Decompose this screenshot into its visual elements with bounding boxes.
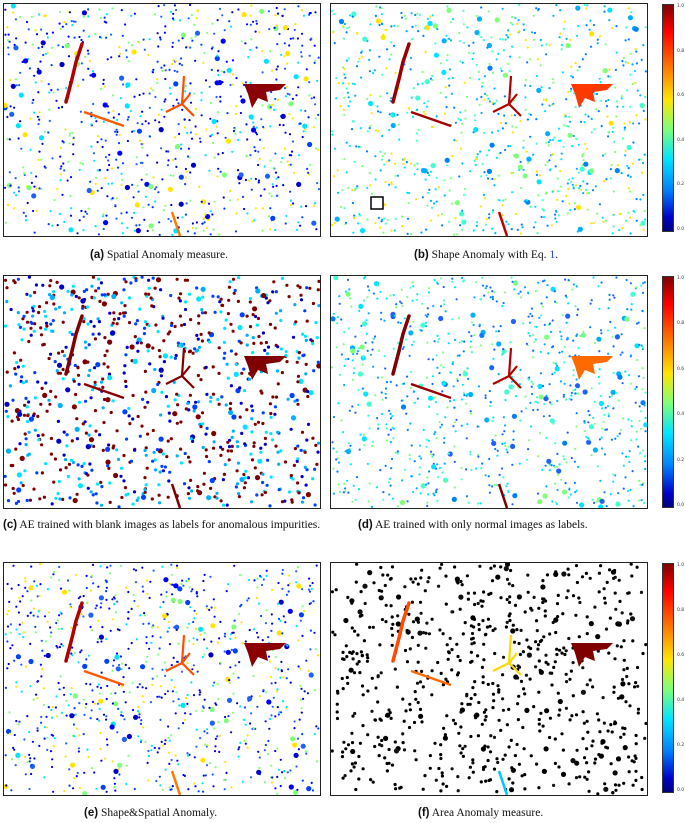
caption-e-text: Shape&Spatial Anomaly. [100, 807, 218, 819]
colorbar-tick: 0.6 [677, 653, 685, 658]
panel-b-map [331, 4, 647, 236]
panel-d-map [331, 276, 647, 508]
caption-b-letter: (b) [414, 249, 429, 261]
panel-e-map [4, 563, 320, 795]
colorbar-tick: 0.4 [677, 698, 685, 703]
colorbar-2 [662, 276, 674, 508]
caption-d-text: AE trained with only normal images as la… [374, 519, 588, 531]
colorbar-tick: 0.0 [677, 788, 685, 793]
highlight-box [370, 196, 384, 210]
caption-d-letter: (d) [358, 519, 373, 531]
caption-f-text: Area Anomaly measure. [431, 807, 544, 819]
caption-a-text: Spatial Anomaly measure. [106, 249, 228, 261]
impurity-dots [4, 563, 320, 795]
impurity-dots [4, 276, 320, 508]
colorbar-tick: 0.4 [677, 412, 685, 418]
colorbar-tick: 0.8 [677, 608, 685, 613]
colorbar-3 [662, 563, 674, 793]
caption-f-letter: (f) [418, 807, 430, 819]
impurity-features [64, 314, 286, 508]
panel-c-map [4, 276, 320, 508]
panel-a-map [4, 4, 320, 236]
caption-c: (c) AE trained with blank images as labe… [3, 518, 321, 532]
caption-b-suffix: . [555, 249, 559, 261]
impurity-dots [331, 4, 647, 236]
colorbar-tick: 0.2 [677, 457, 685, 463]
panel-e-image [3, 562, 321, 796]
colorbar-tick: 0.8 [677, 321, 685, 327]
impurity-features [64, 42, 286, 236]
caption-e: (e) Shape&Spatial Anomaly. [84, 806, 217, 820]
colorbar-tick: 0.2 [677, 743, 685, 748]
impurity-dots [331, 563, 647, 795]
caption-c-text: AE trained with blank images as labels f… [19, 519, 321, 531]
panel-f-image [330, 562, 648, 796]
impurity-features [64, 601, 286, 795]
impurity-features [391, 42, 613, 236]
panel-a-image [3, 3, 321, 237]
colorbar-tick: 0.0 [677, 227, 685, 232]
panel-b-image [330, 3, 648, 237]
colorbar-tick: 1.0 [677, 563, 685, 568]
colorbar-1-ticks: 1.0 0.8 0.6 0.4 0.2 0.0 [677, 4, 685, 232]
panel-d-image [330, 275, 648, 509]
colorbar-tick: 0.2 [677, 182, 685, 188]
colorbar-2-ticks: 1.0 0.8 0.6 0.4 0.2 0.0 [677, 276, 685, 508]
colorbar-1 [662, 4, 674, 232]
caption-a-letter: (a) [90, 249, 105, 261]
colorbar-tick: 0.6 [677, 93, 685, 99]
panel-f-map [331, 563, 647, 795]
colorbar-tick: 0.6 [677, 366, 685, 372]
impurity-features [391, 314, 613, 508]
caption-e-letter: (e) [84, 807, 99, 819]
caption-a: (a) Spatial Anomaly measure. [90, 248, 228, 262]
caption-b-ref[interactable]: 1 [549, 249, 556, 261]
caption-d: (d) AE trained with only normal images a… [358, 518, 588, 532]
colorbar-tick: 0.8 [677, 48, 685, 54]
colorbar-tick: 0.0 [677, 503, 685, 508]
impurity-features [391, 601, 613, 795]
impurity-dots [4, 4, 320, 236]
panel-c-image [3, 275, 321, 509]
impurity-dots [331, 276, 647, 508]
caption-c-letter: (c) [3, 519, 18, 531]
colorbar-tick: 0.4 [677, 137, 685, 143]
caption-b: (b) Shape Anomaly with Eq. 1. [414, 248, 558, 262]
colorbar-tick: 1.0 [677, 276, 685, 281]
colorbar-3-ticks: 1.0 0.8 0.6 0.4 0.2 0.0 [677, 563, 685, 793]
caption-b-text: Shape Anomaly with Eq. [431, 249, 550, 261]
colorbar-tick: 1.0 [677, 4, 685, 9]
caption-f: (f) Area Anomaly measure. [418, 806, 543, 820]
